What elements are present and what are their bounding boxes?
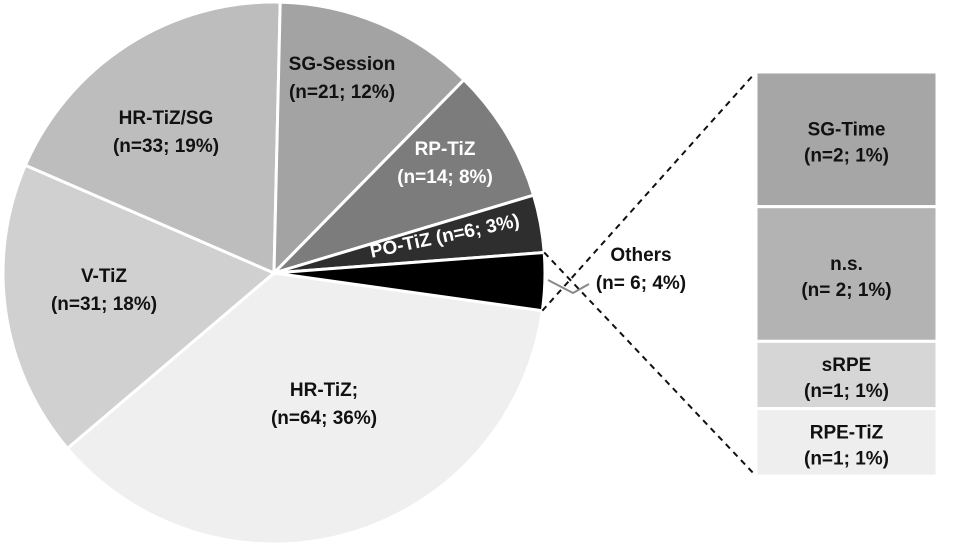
bar-value-n-s: (n= 2; 1%) [801,280,891,301]
pie-label-hr-tiz-sg: HR-TiZ/SG [119,108,214,129]
connector-lines [541,71,757,477]
others-breakdown-bar [754,70,939,478]
bar-label-rpe-tiz: RPE-TiZ [810,422,884,443]
pie-slice-sg-session [272,0,467,277]
pie-label-hr-tiz: HR-TiZ; [290,380,358,401]
bar-value-rpe-tiz: (n=1; 1%) [804,448,889,469]
bar-label-n-s: n.s. [830,254,863,275]
pie-label-others: Others [610,245,671,266]
bar-value-sg-time: (n=2; 1%) [804,145,889,166]
pie-value-sg-session: (n=21; 12%) [289,82,395,103]
pie-slices [1,0,547,546]
pie-label-sg-session: SG-Session [289,54,396,75]
pie-value-hr-tiz-sg: (n=33; 19%) [113,136,219,157]
bar-label-sg-time: SG-Time [808,119,886,140]
others-breakdown-labels: SG-Time (n=2; 1%) n.s. (n= 2; 1%) sRPE (n=1; … [801,119,891,469]
bar-segment-n-s [754,205,939,343]
pie-value-others: (n= 6; 4%) [596,273,686,294]
others-leader-line [547,279,590,295]
pie-label-v-tiz: V-TiZ [81,266,127,287]
connector-bottom [543,251,757,477]
pie-slice-v-tiz [1,163,277,451]
pie-value-hr-tiz: (n=64; 36%) [271,408,377,429]
bar-segment-rpe-tiz [754,407,939,478]
pie-value-rp-tiz: (n=14; 8%) [397,167,493,188]
pie-slice-hr-tiz-sg [23,0,282,276]
pie-slice-hr-tiz [65,271,545,546]
bar-segment-srpe [754,339,939,411]
pie-label-rp-tiz: RP-TiZ [415,139,476,160]
pie-slice-rp-tiz [272,77,536,275]
connector-top [541,71,757,312]
bar-segment-sg-time [754,70,939,209]
bar-value-srpe: (n=1; 1%) [804,381,889,402]
bar-label-srpe: sRPE [822,355,872,376]
pie-value-v-tiz: (n=31; 18%) [51,294,157,315]
